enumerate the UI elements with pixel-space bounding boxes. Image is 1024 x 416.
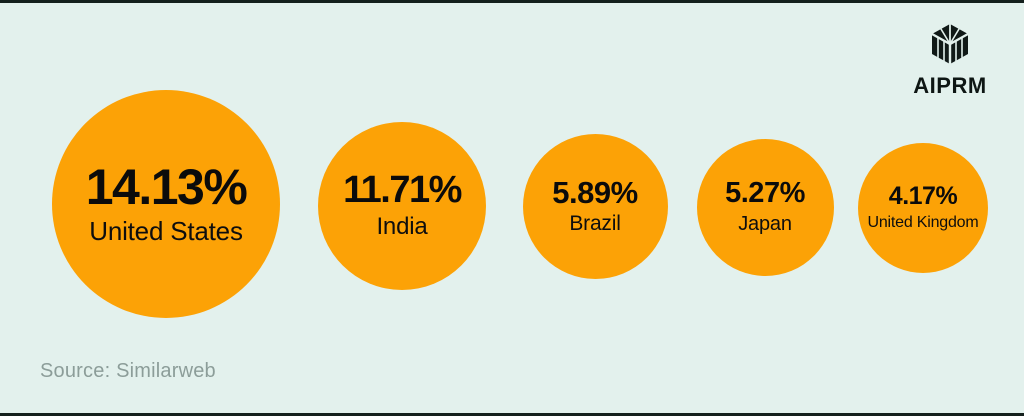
bubble-country-label: Japan (738, 212, 792, 235)
bubble-country-label: United States (89, 216, 243, 247)
source-note: Source: Similarweb (40, 360, 216, 382)
brand-block: AIPRM (902, 22, 998, 99)
bubble-india: 11.71% India (318, 122, 486, 290)
bottom-border (0, 413, 1024, 416)
bubble-value: 11.71% (343, 169, 462, 212)
aiprm-cube-logo-icon (930, 23, 970, 66)
bubble-value: 5.27% (725, 177, 805, 210)
bubble-united-states: 14.13% United States (52, 90, 280, 318)
bubble-united-kingdom: 4.17% United Kingdom (858, 143, 988, 273)
bubble-japan: 5.27% Japan (696, 138, 834, 276)
bubble-country-label: United Kingdom (867, 213, 979, 231)
bubble-value: 14.13% (85, 159, 248, 216)
bubble-brazil: 5.89% Brazil (522, 133, 668, 279)
brand-name: AIPRM (913, 73, 987, 98)
bubble-country-label: India (376, 213, 428, 241)
bubble-value: 4.17% (888, 182, 958, 211)
top-border (0, 0, 1024, 3)
bubble-country-label: Brazil (569, 212, 621, 236)
bubble-value: 5.89% (552, 174, 638, 210)
